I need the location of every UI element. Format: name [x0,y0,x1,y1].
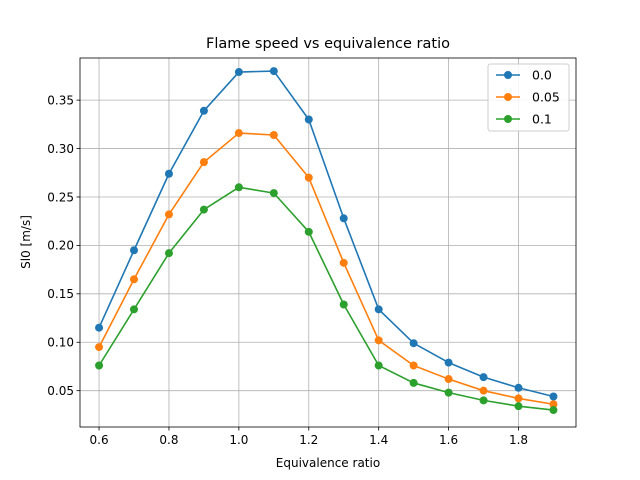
legend-label: 0.05 [532,90,560,105]
x-tick-label: 1.0 [229,433,248,447]
data-point [234,129,243,138]
y-tick-label: 0.35 [47,93,74,107]
data-point [409,378,418,387]
data-point [444,358,453,367]
legend-swatch-marker [504,115,512,123]
data-point [339,258,348,267]
data-point [374,336,383,345]
data-point [549,400,558,409]
x-tick-label: 1.8 [509,433,528,447]
legend-swatch-marker [504,93,512,101]
data-point [164,210,173,219]
data-point [444,388,453,397]
series-0.05 [95,129,558,409]
grid [80,58,576,427]
legend-box [487,63,570,132]
data-point [269,130,278,139]
series-0.1 [95,183,558,415]
data-point [304,173,313,182]
y-tick-label: 0.30 [47,142,74,156]
y-tick-label: 0.20 [47,239,74,253]
y-tick-label: 0.05 [47,384,74,398]
data-point [269,67,278,76]
series-line [98,132,554,406]
data-point [479,373,488,382]
legend-label: 0.0 [532,68,552,83]
series-line [98,70,554,398]
data-point [444,375,453,384]
data-point [164,249,173,258]
x-tick-label: 0.8 [159,433,178,447]
data-point [514,394,523,403]
y-axis-label: Sl0 [m/s] [19,215,33,269]
x-tick-label: 1.6 [439,433,458,447]
data-point [374,305,383,314]
data-point [304,227,313,236]
data-point [95,343,104,352]
legend-label: 0.1 [532,112,552,127]
y-tick-label: 0.10 [47,336,74,350]
data-point [95,323,104,332]
x-axis-label: Equivalence ratio [276,456,380,470]
y-tick-label: 0.25 [47,190,74,204]
chart-title: Flame speed vs equivalence ratio [206,36,450,52]
data-point [130,246,139,255]
x-tick-label: 1.4 [369,433,388,447]
data-point [514,383,523,392]
data-point [549,406,558,415]
data-point [514,402,523,411]
data-point [479,386,488,395]
legend-swatch-marker [504,71,512,79]
data-point [199,106,208,115]
data-point [269,189,278,198]
data-point [199,158,208,167]
series-0.0 [95,67,558,401]
x-tick-label: 1.2 [299,433,318,447]
legend-item: 0.1 [496,112,552,127]
ticks: 0.6 0.8 1.0 1.2 1.4 1.6 1.8 0.05 0.10 0.15 0.20 0.2… [47,93,528,447]
data-point [130,275,139,284]
legend-item: 0.05 [496,90,560,105]
data-point [409,361,418,370]
plot-frame [79,57,577,428]
series-layer [95,67,558,415]
data-point [339,214,348,223]
legend: 0.0 0.05 0.1 [487,63,570,132]
data-point [164,169,173,178]
data-point [234,68,243,77]
data-point [374,361,383,370]
series-line [98,186,554,411]
data-point [130,305,139,314]
data-point [199,205,208,214]
legend-item: 0.0 [496,68,552,83]
data-point [234,183,243,192]
data-point [409,339,418,348]
data-point [304,115,313,124]
data-point [549,392,558,401]
x-tick-label: 0.6 [90,433,109,447]
data-point [95,361,104,370]
data-point [479,396,488,405]
data-point [339,300,348,309]
y-tick-label: 0.15 [47,287,74,301]
